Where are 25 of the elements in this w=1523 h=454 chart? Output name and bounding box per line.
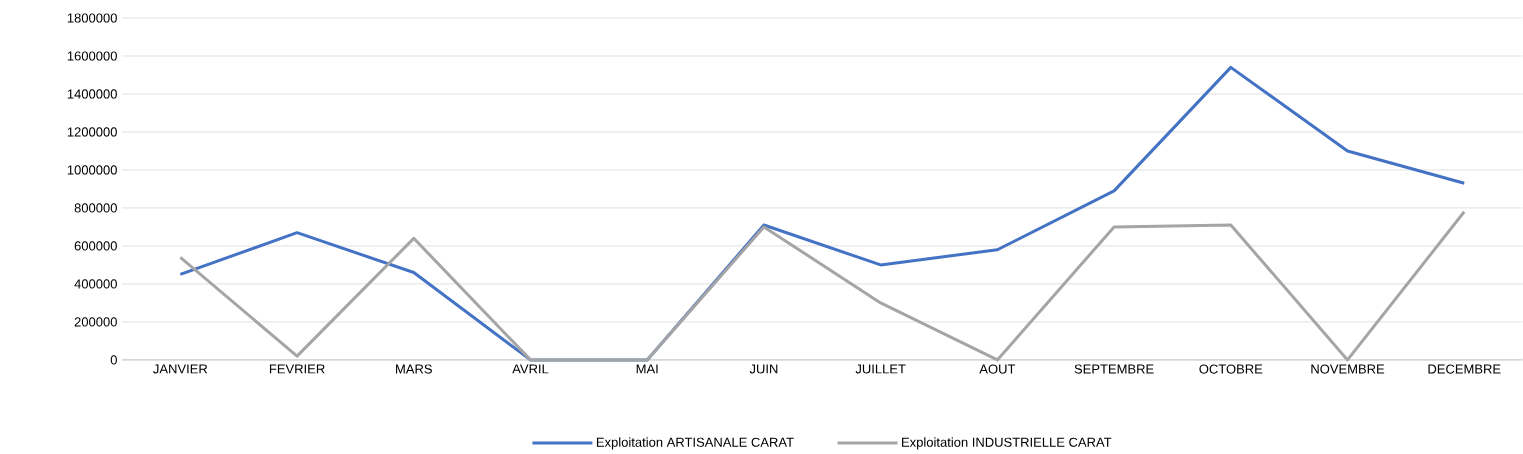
x-tick-label: MARS [396, 364, 432, 374]
legend-label: Exploitation INDUSTRIELLE CARAT [902, 437, 1112, 450]
y-tick-label: 1200000 [67, 127, 117, 137]
y-tick-label: 1400000 [67, 89, 117, 99]
x-tick-label: AVRIL [512, 364, 549, 374]
x-tick-label: JANVIER [153, 364, 208, 374]
x-tick-label: FEVRIER [269, 364, 325, 374]
x-tick-label: AOUT [979, 364, 1016, 374]
x-tick-label: MAI [636, 364, 658, 374]
x-tick-label: SEPTEMBRE [1074, 364, 1154, 374]
x-tick-label: JUIN [749, 364, 778, 374]
legend-label: Exploitation ARTISANALE CARAT [596, 437, 794, 450]
y-tick-label: 400000 [74, 279, 117, 289]
y-tick-label: 0 [110, 355, 117, 365]
x-tick-label: JUILLET [855, 364, 906, 374]
y-tick-label: 1800000 [67, 13, 117, 23]
y-tick-label: 1000000 [67, 165, 117, 175]
y-tick-label: 800000 [74, 203, 117, 213]
y-tick-label: 200000 [74, 317, 117, 327]
y-tick-label: 600000 [74, 241, 117, 251]
x-tick-label: NOVEMBRE [1311, 364, 1385, 374]
y-tick-label: 1600000 [67, 51, 117, 61]
x-tick-label: OCTOBRE [1199, 364, 1263, 374]
x-tick-label: DECEMBRE [1428, 364, 1501, 374]
line-series [178, 210, 1466, 362]
